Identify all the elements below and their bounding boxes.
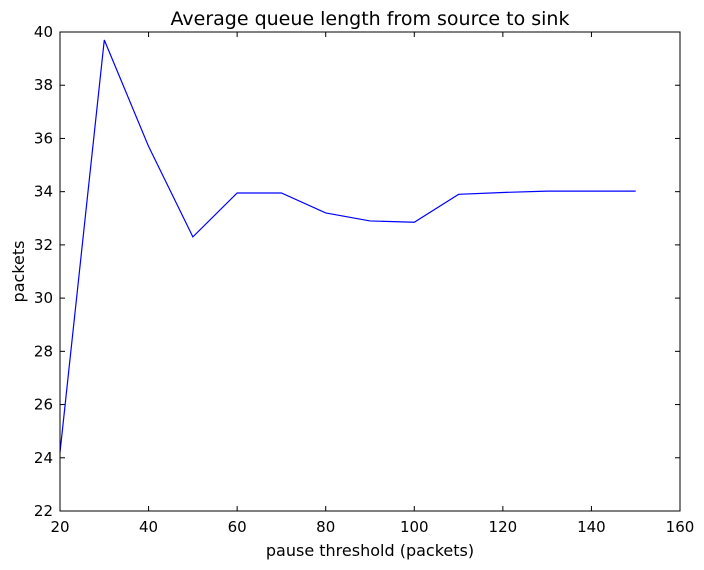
y-axis-label: packets — [9, 241, 28, 303]
y-tick-label: 32 — [34, 236, 53, 254]
x-tick-label: 140 — [577, 518, 606, 536]
x-tick-label: 160 — [666, 518, 695, 536]
y-tick-label: 30 — [34, 289, 53, 307]
plot-frame — [59, 31, 681, 512]
series-line-0 — [59, 39, 636, 453]
x-tick-label: 20 — [50, 518, 69, 536]
x-tick-label: 60 — [228, 518, 247, 536]
y-tick-label: 22 — [34, 502, 53, 520]
y-tick-label: 28 — [34, 342, 53, 360]
axis-ticks: 20 40 60 80 100 120 140 160 22 24 26 28 30 32 34 36 38 40 — [34, 23, 694, 536]
y-tick-label: 24 — [34, 449, 53, 467]
x-axis-label: pause threshold (packets) — [266, 541, 474, 560]
y-tick-label: 26 — [34, 396, 53, 414]
x-tick-label: 80 — [316, 518, 335, 536]
chart-title: Average queue length from source to sink — [171, 8, 570, 30]
x-tick-label: 100 — [400, 518, 429, 536]
y-tick-label: 38 — [34, 76, 53, 94]
y-tick-label: 34 — [34, 183, 53, 201]
x-tick-label: 40 — [139, 518, 158, 536]
y-tick-label: 40 — [34, 23, 53, 41]
x-tick-label: 120 — [489, 518, 518, 536]
series-layer — [59, 39, 636, 453]
y-tick-label: 36 — [34, 129, 53, 147]
